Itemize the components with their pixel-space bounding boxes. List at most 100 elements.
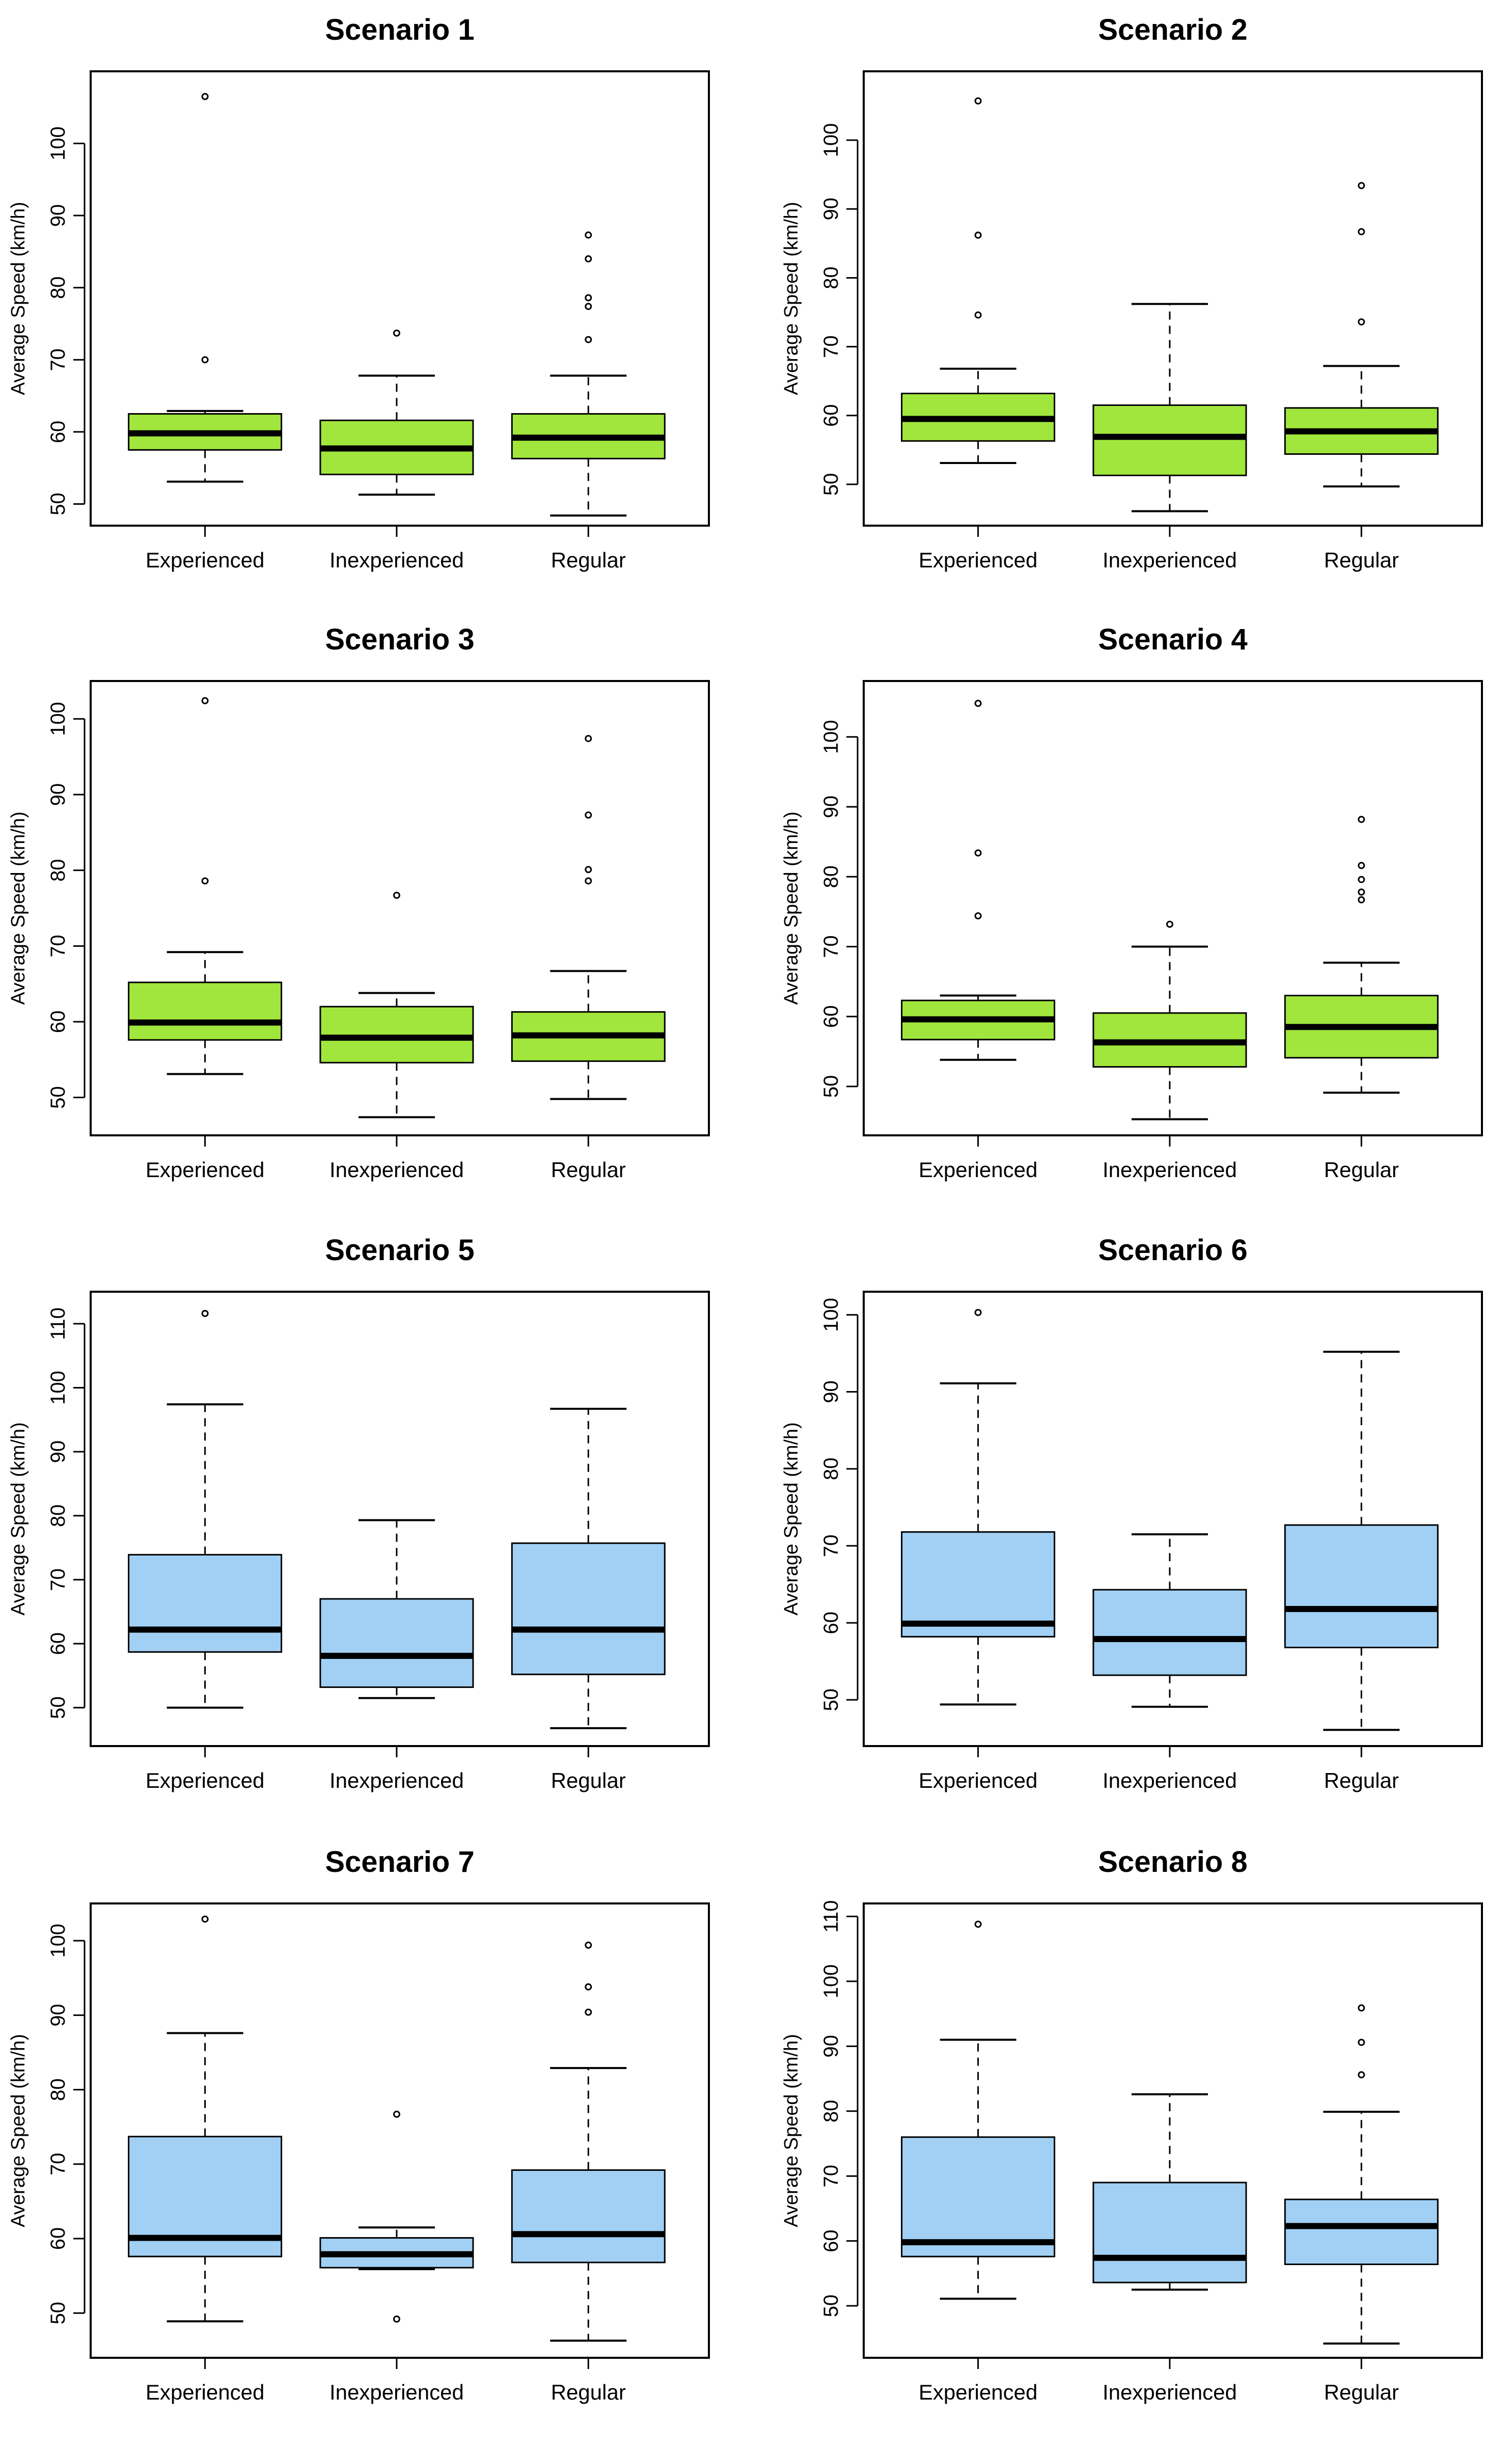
x-category-label: Inexperienced [1103,2380,1237,2404]
box-experienced [128,697,283,1075]
x-category-label: Experienced [919,548,1037,572]
box-inexperienced [1092,2093,1247,2291]
x-category-label: Inexperienced [329,2380,464,2404]
x-category-label: Inexperienced [1103,1158,1237,1182]
outlier-point [393,2110,400,2118]
y-tick-label: 50 [820,1689,842,1711]
y-axis-label: Average Speed (km/h) [8,811,29,1005]
x-category-label: Experienced [146,1158,264,1182]
plot-frame [863,1902,1483,2359]
y-tick-label: 50 [820,1075,842,1098]
box-experienced [901,1920,1056,2300]
y-tick-label: 80 [820,865,842,888]
outlier-point [201,1915,209,1923]
outlier-point [201,1310,209,1317]
x-category-label: Regular [1324,1768,1399,1792]
outlier-point [585,866,592,874]
outlier-point [393,891,400,899]
box-experienced [128,1310,283,1709]
chart-panel-2: Scenario 2 Average Speed (km/h) 50 60 70 80 90… [781,13,1483,572]
y-tick-label: 90 [820,796,842,819]
y-tick-label: 110 [820,1900,842,1933]
y-tick-label: 60 [820,1612,842,1635]
outlier-point [585,877,592,885]
x-category-label: Experienced [146,548,264,572]
panel-title: Scenario 8 [1098,1845,1247,1878]
x-category-label: Regular [551,548,626,572]
y-tick-label: 50 [47,493,69,515]
panel-title: Scenario 6 [1098,1234,1247,1267]
outlier-point [974,912,982,920]
outlier-point [585,231,592,239]
box-experienced [901,699,1056,1061]
outlier-point [585,294,592,302]
y-axis-label: Average Speed (km/h) [8,202,29,395]
y-tick-label: 90 [47,1440,69,1463]
outlier-point [585,1983,592,1991]
box-regular [511,1941,666,2342]
outlier-point [393,329,400,337]
box-experienced [901,1309,1056,1706]
x-category-label: Inexperienced [1103,1768,1237,1792]
box-experienced [128,1915,283,2323]
outlier-point [393,2315,400,2323]
box-regular [1284,2004,1439,2345]
outlier-point [1358,2004,1365,2012]
plot-frame [90,1291,710,1747]
box-iqr [1284,1524,1439,1648]
y-tick-label: 60 [47,1632,69,1655]
panel-title: Scenario 7 [325,1845,474,1878]
y-axis-label: Average Speed (km/h) [781,2034,802,2227]
outlier-point [974,849,982,857]
panel-title: Scenario 1 [325,13,474,46]
panel-title: Scenario 4 [1098,623,1247,656]
y-tick-label: 90 [47,204,69,227]
chart-panel-1: Scenario 1 Average Speed (km/h) 50 60 70 80 90… [8,13,710,572]
plot-frame [863,680,1483,1136]
x-category-label: Inexperienced [1103,548,1237,572]
outlier-point [1358,815,1365,823]
y-tick-label: 80 [820,266,842,289]
y-tick-label: 100 [47,1371,69,1405]
outlier-point [1358,2071,1365,2079]
y-axis-label: Average Speed (km/h) [8,2034,29,2227]
y-tick-label: 90 [820,198,842,221]
y-tick-label: 110 [47,1308,69,1340]
box-inexperienced [319,1519,474,1699]
box-iqr [1092,1589,1247,1676]
x-category-label: Regular [1324,1158,1399,1182]
y-tick-label: 70 [47,1568,69,1591]
x-category-label: Regular [551,2380,626,2404]
y-tick-label: 70 [820,935,842,958]
outlier-point [974,1920,982,1928]
outlier-point [585,2008,592,2016]
y-tick-label: 80 [47,277,69,299]
box-inexperienced [319,2110,474,2323]
outlier-point [201,697,209,704]
y-tick-label: 100 [820,1298,842,1332]
x-category-label: Experienced [146,2380,264,2404]
chart-panel-5: Scenario 5 Average Speed (km/h) 50 60 70 80 90… [8,1234,710,1792]
box-regular [511,734,666,1100]
y-tick-label: 60 [820,1005,842,1028]
y-tick-label: 60 [47,1011,69,1033]
outlier-point [585,811,592,819]
y-tick-label: 50 [820,473,842,496]
box-inexperienced [319,329,474,496]
box-iqr [1092,2182,1247,2283]
x-category-label: Inexperienced [329,548,464,572]
plot-frame [90,70,710,527]
outlier-point [585,1941,592,1949]
y-tick-label: 100 [820,123,842,157]
y-tick-label: 80 [47,859,69,882]
y-tick-label: 50 [47,1086,69,1109]
x-category-label: Experienced [919,1768,1037,1792]
y-tick-label: 80 [820,2100,842,2123]
box-iqr [319,1598,474,1688]
box-regular [511,1407,666,1729]
outlier-point [1358,2038,1365,2046]
chart-panel-8: Scenario 8 Average Speed (km/h) 50 60 70 80 90… [781,1845,1483,2404]
outlier-point [1358,862,1365,869]
box-regular [1284,815,1439,1094]
